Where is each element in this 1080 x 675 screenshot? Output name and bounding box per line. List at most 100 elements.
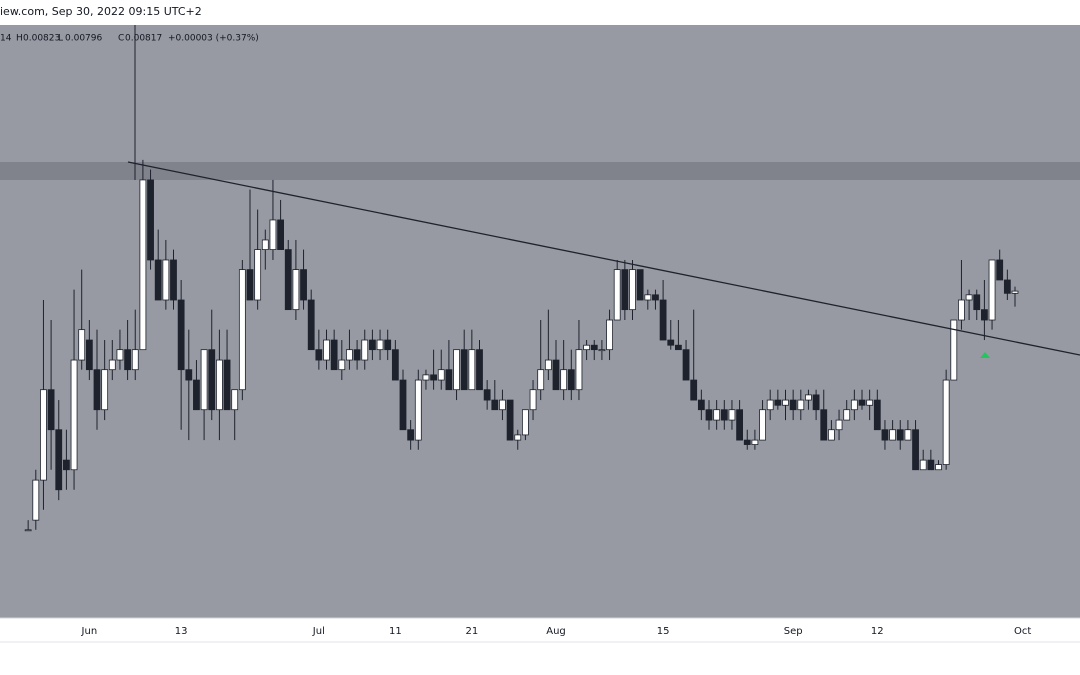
x-tick-label: 11 xyxy=(389,626,402,637)
candle-body xyxy=(231,389,239,411)
candle-body xyxy=(636,269,644,301)
candle-body xyxy=(1011,290,1019,294)
candle-body xyxy=(422,374,430,381)
change: +0.00003 (+0.37%) xyxy=(168,34,259,44)
candle-body xyxy=(131,349,139,371)
candle-body xyxy=(720,409,728,421)
candle-body xyxy=(697,399,705,411)
low-value: 0.00796 xyxy=(65,34,102,44)
candle-body xyxy=(690,379,698,401)
candle-body xyxy=(55,429,63,491)
candle-body xyxy=(170,259,177,301)
candle-body xyxy=(292,269,300,311)
candle-body xyxy=(644,294,652,301)
candle-body xyxy=(330,339,338,371)
site-caption: iew.com, Sep 30, 2022 09:15 UTC+2 xyxy=(0,5,202,18)
candle-body xyxy=(193,379,200,411)
candle-body xyxy=(70,359,78,471)
candle-body xyxy=(850,399,858,411)
candle-body xyxy=(78,329,86,361)
candle-body xyxy=(1003,279,1011,294)
open-fragment: 14 xyxy=(0,34,12,44)
candle-body xyxy=(139,179,147,351)
candle-body xyxy=(506,399,514,441)
candle-body xyxy=(223,359,231,411)
candle-body xyxy=(124,349,131,371)
breakout-arrow xyxy=(980,352,990,358)
candle-body xyxy=(866,399,874,406)
x-tick-label: 12 xyxy=(871,626,884,637)
candle-body xyxy=(32,479,40,521)
candle-body xyxy=(254,249,262,301)
candle-body xyxy=(491,399,499,411)
candle-body xyxy=(24,529,32,532)
x-tick-label: Aug xyxy=(546,626,566,637)
time-axis xyxy=(0,618,1080,642)
close-value: 0.00817 xyxy=(125,34,162,44)
candle-body xyxy=(208,349,216,411)
candle-body xyxy=(514,434,522,441)
candle-body xyxy=(828,429,835,441)
candles xyxy=(24,159,1019,532)
candle-body xyxy=(927,459,935,471)
candle-body xyxy=(652,294,659,301)
candle-body xyxy=(453,349,460,391)
candle-body xyxy=(529,389,537,411)
candle-body xyxy=(346,349,353,361)
candle-body xyxy=(805,394,812,401)
candle-body xyxy=(116,349,124,361)
candle-body xyxy=(835,419,843,431)
x-tick-label: Jul xyxy=(312,626,325,637)
candle-body xyxy=(896,429,904,441)
candle-body xyxy=(766,399,774,411)
candle-body xyxy=(445,369,453,391)
candle-body xyxy=(667,339,675,346)
candle-body xyxy=(774,399,782,406)
candle-body xyxy=(147,179,154,261)
candle-body xyxy=(965,294,973,301)
candle-body xyxy=(261,239,269,250)
candle-body xyxy=(942,379,950,465)
candle-body xyxy=(759,409,766,441)
candle-body xyxy=(391,349,399,381)
candle-body xyxy=(47,389,55,431)
candle-body xyxy=(958,299,965,321)
candle-body xyxy=(613,269,621,321)
candle-body xyxy=(499,399,506,411)
candle-body xyxy=(919,459,927,471)
candle-body xyxy=(544,359,552,371)
x-tick-label: 21 xyxy=(465,626,478,637)
candle-body xyxy=(407,429,415,441)
close-label: C xyxy=(118,34,124,44)
candle-body xyxy=(468,349,476,391)
candle-body xyxy=(315,349,323,361)
candle-body xyxy=(177,299,185,371)
candle-body xyxy=(307,299,315,351)
candle-body xyxy=(238,269,246,391)
candle-body xyxy=(567,369,575,391)
candle-body xyxy=(782,399,789,406)
candle-body xyxy=(820,409,828,441)
candle-body xyxy=(560,369,568,391)
candle-body xyxy=(368,339,376,351)
candle-body xyxy=(63,459,70,471)
candle-body xyxy=(743,439,751,445)
candle-body xyxy=(323,339,330,361)
candle-body xyxy=(200,349,208,411)
candle-body xyxy=(950,319,958,381)
candle-body xyxy=(728,409,736,421)
candle-body xyxy=(437,369,445,381)
candle-body xyxy=(40,389,47,481)
candle-body xyxy=(246,269,254,301)
candle-body xyxy=(675,344,682,351)
candle-body xyxy=(430,374,438,381)
candle-body xyxy=(843,409,851,421)
candle-body xyxy=(912,429,919,471)
candle-body xyxy=(476,349,483,391)
candle-body xyxy=(590,344,598,351)
candle-body xyxy=(904,429,912,441)
candle-body xyxy=(384,339,392,351)
candle-body xyxy=(621,269,629,311)
candle-body xyxy=(300,269,307,301)
